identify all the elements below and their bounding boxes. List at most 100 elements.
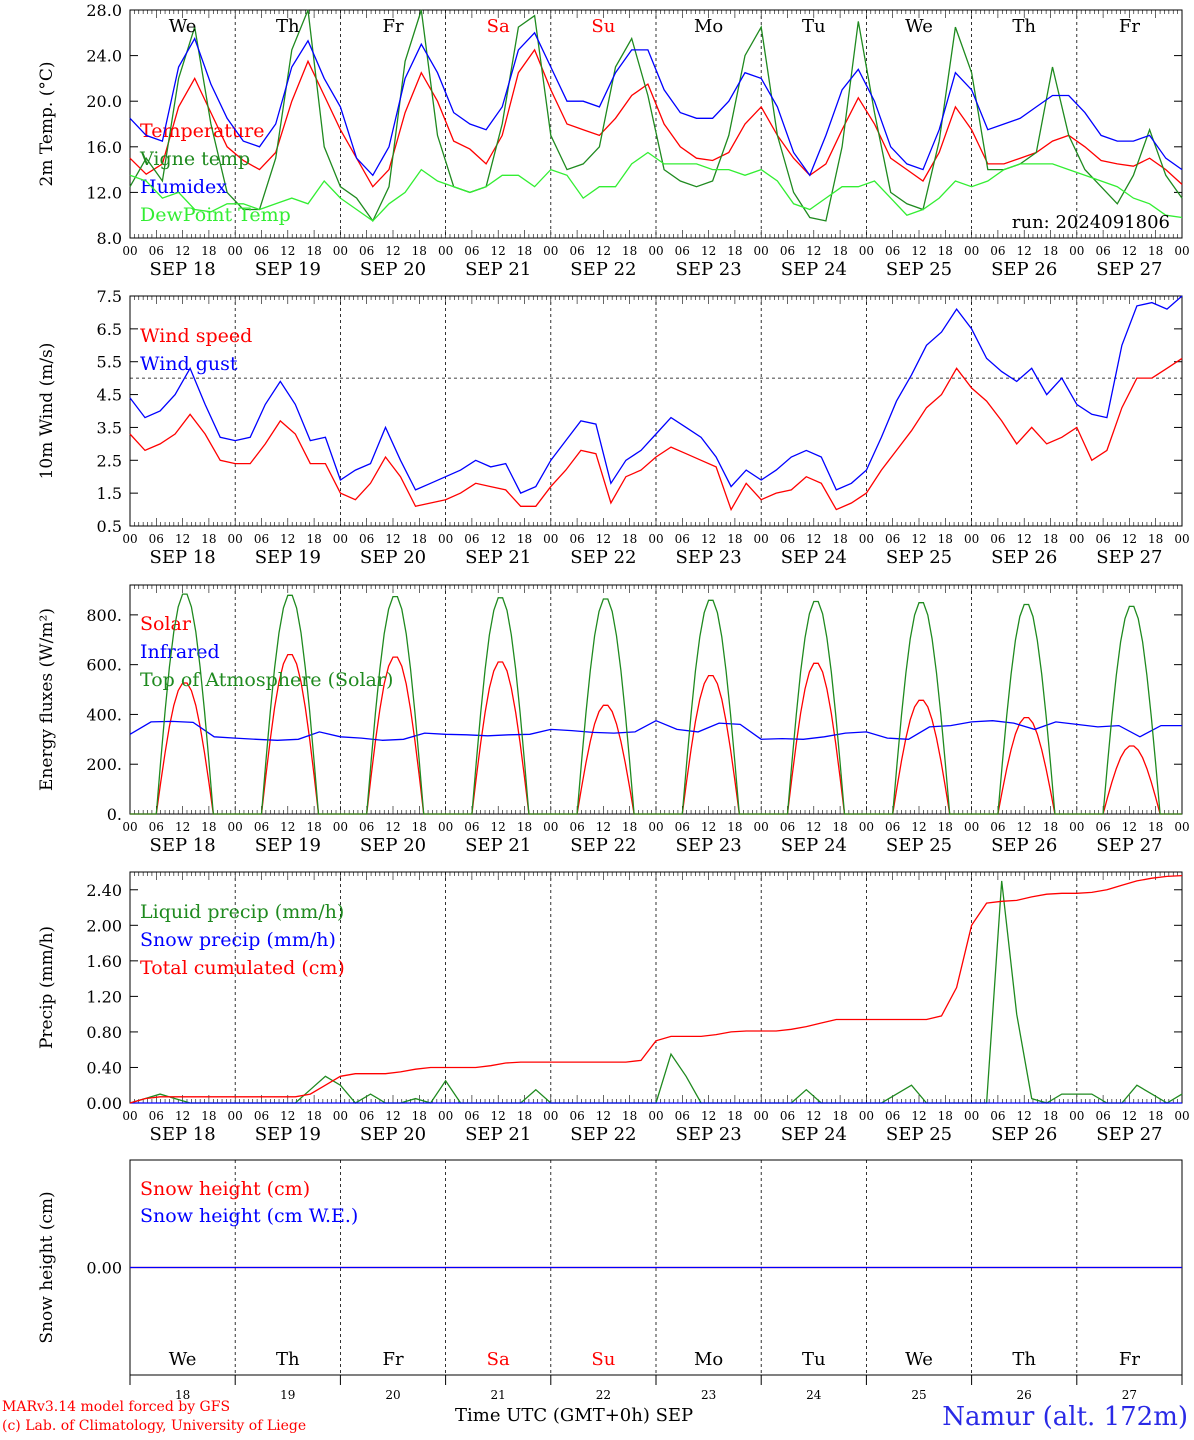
- y-tick-label: 20.0: [86, 92, 122, 111]
- hour-tick-label: 06: [359, 532, 374, 546]
- date-tick-label: SEP 22: [570, 259, 636, 280]
- hour-tick-label: 18: [938, 820, 953, 834]
- date-tick-label: SEP 21: [465, 259, 531, 280]
- date-tick-label: SEP 27: [1096, 835, 1162, 856]
- x-axis-title: Time UTC (GMT+0h) SEP: [455, 1405, 694, 1426]
- hour-tick-label: 18: [832, 1109, 847, 1123]
- y-tick-label: 400.: [86, 705, 122, 724]
- date-tick-label: SEP 27: [1096, 547, 1162, 568]
- hour-tick-label: 18: [517, 820, 532, 834]
- weekday-label: Fr: [382, 1349, 403, 1370]
- weekday-label: Tu: [802, 16, 826, 37]
- credit-line-2: (c) Lab. of Climatology, University of L…: [2, 1418, 307, 1434]
- y-tick-label: 28.0: [86, 1, 122, 20]
- legend-entry: Liquid precip (mm/h): [140, 901, 344, 923]
- hour-tick-label: 06: [1095, 244, 1110, 258]
- date-tick-label: SEP 20: [360, 259, 426, 280]
- hour-tick-label: 12: [1122, 244, 1137, 258]
- hour-tick-label: 18: [622, 532, 637, 546]
- y-tick-label: 7.5: [97, 287, 122, 306]
- day-number-label: 27: [1122, 1388, 1137, 1402]
- hour-tick-label: 12: [280, 244, 295, 258]
- hour-tick-label: 18: [832, 244, 847, 258]
- hour-tick-label: 06: [464, 532, 479, 546]
- hour-tick-label: 00: [648, 244, 663, 258]
- hour-tick-label: 06: [149, 1109, 164, 1123]
- chart-panel-5: 0.00 Snow height (cm) Snow height (cm) Snow…: [37, 1159, 1183, 1402]
- hour-tick-label: 18: [412, 532, 427, 546]
- hour-tick-label: 00: [964, 532, 979, 546]
- hour-tick-label: 00: [859, 532, 874, 546]
- date-tick-label: SEP 20: [360, 835, 426, 856]
- hour-tick-label: 18: [306, 820, 321, 834]
- legend-entry: DewPoint Temp: [140, 204, 291, 226]
- date-tick-label: SEP 19: [255, 835, 321, 856]
- date-tick-label: SEP 21: [465, 835, 531, 856]
- hour-tick-label: 06: [149, 820, 164, 834]
- hour-tick-label: 00: [438, 244, 453, 258]
- hour-tick-label: 06: [990, 532, 1005, 546]
- date-tick-label: SEP 21: [465, 1124, 531, 1145]
- hour-tick-label: 12: [596, 244, 611, 258]
- date-tick-label: SEP 23: [675, 259, 741, 280]
- y-tick-label: 2.5: [97, 451, 122, 470]
- hour-tick-label: 12: [701, 820, 716, 834]
- hour-tick-label: 18: [517, 1109, 532, 1123]
- hour-tick-label: 00: [438, 820, 453, 834]
- legend-entry: Humidex: [140, 176, 227, 198]
- date-tick-label: SEP 22: [570, 1124, 636, 1145]
- y-tick-label: 800.: [86, 606, 122, 625]
- date-tick-label: SEP 20: [360, 547, 426, 568]
- hour-tick-label: 06: [780, 244, 795, 258]
- date-tick-label: SEP 26: [991, 1124, 1057, 1145]
- hour-tick-label: 00: [964, 1109, 979, 1123]
- credit-line-1: MARv3.14 model forced by GFS: [2, 1399, 231, 1415]
- hour-tick-label: 12: [280, 820, 295, 834]
- hour-tick-label: 12: [1017, 820, 1032, 834]
- hour-tick-label: 18: [832, 820, 847, 834]
- weekday-label: Mo: [694, 1349, 723, 1370]
- weekday-label: We: [905, 1349, 933, 1370]
- hour-tick-label: 00: [1174, 820, 1189, 834]
- hour-tick-label: 00: [543, 532, 558, 546]
- hour-tick-label: 00: [333, 244, 348, 258]
- hour-tick-label: 00: [333, 820, 348, 834]
- hour-tick-label: 18: [622, 1109, 637, 1123]
- y-tick-label: 5.5: [97, 353, 122, 372]
- date-tick-label: SEP 23: [675, 835, 741, 856]
- date-tick-label: SEP 24: [781, 835, 847, 856]
- hour-tick-label: 06: [780, 1109, 795, 1123]
- hour-tick-label: 00: [122, 1109, 137, 1123]
- hour-tick-label: 06: [149, 532, 164, 546]
- hour-tick-label: 12: [1017, 1109, 1032, 1123]
- run-annotation: run: 2024091806: [1012, 212, 1170, 233]
- y-tick-label: 12.0: [86, 183, 122, 202]
- hour-tick-label: 18: [201, 1109, 216, 1123]
- weekday-label: Tu: [802, 1349, 826, 1370]
- date-tick-label: SEP 24: [781, 259, 847, 280]
- hour-tick-label: 18: [727, 1109, 742, 1123]
- hour-tick-label: 00: [1069, 820, 1084, 834]
- hour-tick-label: 12: [175, 244, 190, 258]
- series-line-dewpoint-temp: [129, 151, 1183, 222]
- hour-tick-label: 00: [1174, 532, 1189, 546]
- weekday-label: Fr: [1119, 16, 1140, 37]
- date-tick-label: SEP 26: [991, 259, 1057, 280]
- weekday-label: We: [905, 16, 933, 37]
- y-tick-label: 0.40: [86, 1058, 122, 1077]
- date-tick-label: SEP 23: [675, 547, 741, 568]
- hour-tick-label: 00: [122, 820, 137, 834]
- date-tick-label: SEP 18: [149, 547, 215, 568]
- hour-tick-label: 12: [1122, 1109, 1137, 1123]
- hour-tick-label: 12: [385, 532, 400, 546]
- hour-tick-label: 18: [938, 1109, 953, 1123]
- y-tick-label: 6.5: [97, 320, 122, 339]
- hour-tick-label: 06: [254, 1109, 269, 1123]
- day-number-label: 24: [806, 1388, 822, 1402]
- hour-tick-label: 06: [1095, 820, 1110, 834]
- hour-tick-label: 12: [1017, 244, 1032, 258]
- hour-tick-label: 00: [1069, 1109, 1084, 1123]
- weekday-label: Mo: [694, 16, 723, 37]
- hour-tick-label: 12: [280, 532, 295, 546]
